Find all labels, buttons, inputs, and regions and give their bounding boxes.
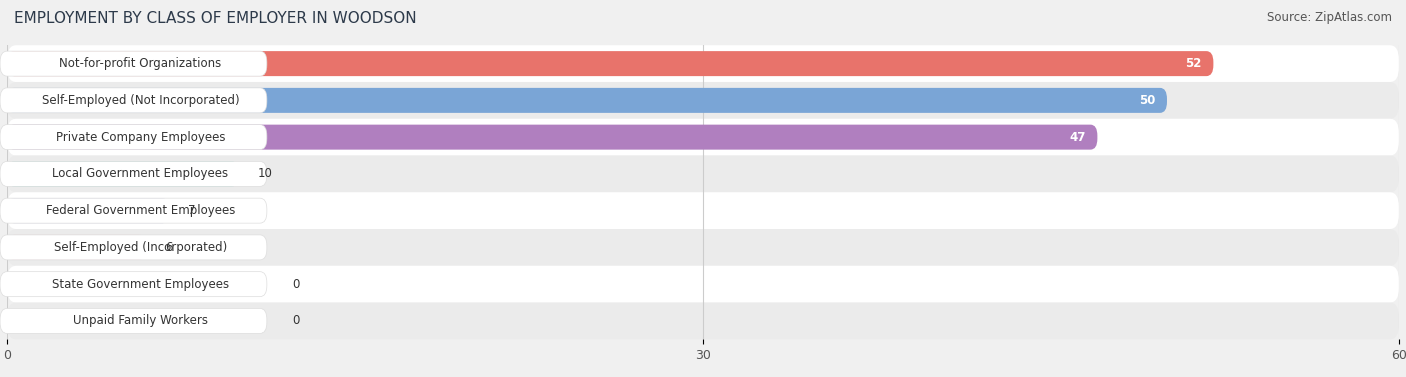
- FancyBboxPatch shape: [7, 266, 1399, 303]
- FancyBboxPatch shape: [7, 198, 170, 223]
- FancyBboxPatch shape: [7, 161, 239, 186]
- Text: Private Company Employees: Private Company Employees: [56, 131, 225, 144]
- FancyBboxPatch shape: [7, 45, 1399, 82]
- Text: 52: 52: [1185, 57, 1202, 70]
- Text: EMPLOYMENT BY CLASS OF EMPLOYER IN WOODSON: EMPLOYMENT BY CLASS OF EMPLOYER IN WOODS…: [14, 11, 416, 26]
- FancyBboxPatch shape: [0, 125, 267, 150]
- FancyBboxPatch shape: [7, 235, 146, 260]
- FancyBboxPatch shape: [7, 125, 1098, 150]
- Text: Not-for-profit Organizations: Not-for-profit Organizations: [59, 57, 222, 70]
- Text: Local Government Employees: Local Government Employees: [52, 167, 229, 180]
- FancyBboxPatch shape: [7, 51, 1213, 76]
- Text: State Government Employees: State Government Employees: [52, 278, 229, 291]
- Text: 7: 7: [188, 204, 195, 217]
- Text: 0: 0: [292, 278, 299, 291]
- FancyBboxPatch shape: [0, 235, 267, 260]
- FancyBboxPatch shape: [0, 161, 267, 186]
- Text: Source: ZipAtlas.com: Source: ZipAtlas.com: [1267, 11, 1392, 24]
- FancyBboxPatch shape: [0, 88, 267, 113]
- FancyBboxPatch shape: [7, 82, 1399, 119]
- FancyBboxPatch shape: [7, 303, 1399, 339]
- Text: 0: 0: [292, 314, 299, 327]
- Text: Self-Employed (Not Incorporated): Self-Employed (Not Incorporated): [42, 94, 239, 107]
- Text: 10: 10: [257, 167, 273, 180]
- Text: 6: 6: [165, 241, 173, 254]
- FancyBboxPatch shape: [0, 198, 267, 223]
- FancyBboxPatch shape: [7, 119, 1399, 156]
- FancyBboxPatch shape: [7, 88, 1167, 113]
- FancyBboxPatch shape: [7, 192, 1399, 229]
- Text: 50: 50: [1139, 94, 1156, 107]
- Text: Self-Employed (Incorporated): Self-Employed (Incorporated): [53, 241, 226, 254]
- FancyBboxPatch shape: [7, 156, 1399, 192]
- Text: 47: 47: [1070, 131, 1085, 144]
- FancyBboxPatch shape: [0, 272, 267, 297]
- Text: Federal Government Employees: Federal Government Employees: [46, 204, 235, 217]
- FancyBboxPatch shape: [0, 308, 267, 333]
- FancyBboxPatch shape: [0, 51, 267, 76]
- Text: Unpaid Family Workers: Unpaid Family Workers: [73, 314, 208, 327]
- FancyBboxPatch shape: [7, 229, 1399, 266]
